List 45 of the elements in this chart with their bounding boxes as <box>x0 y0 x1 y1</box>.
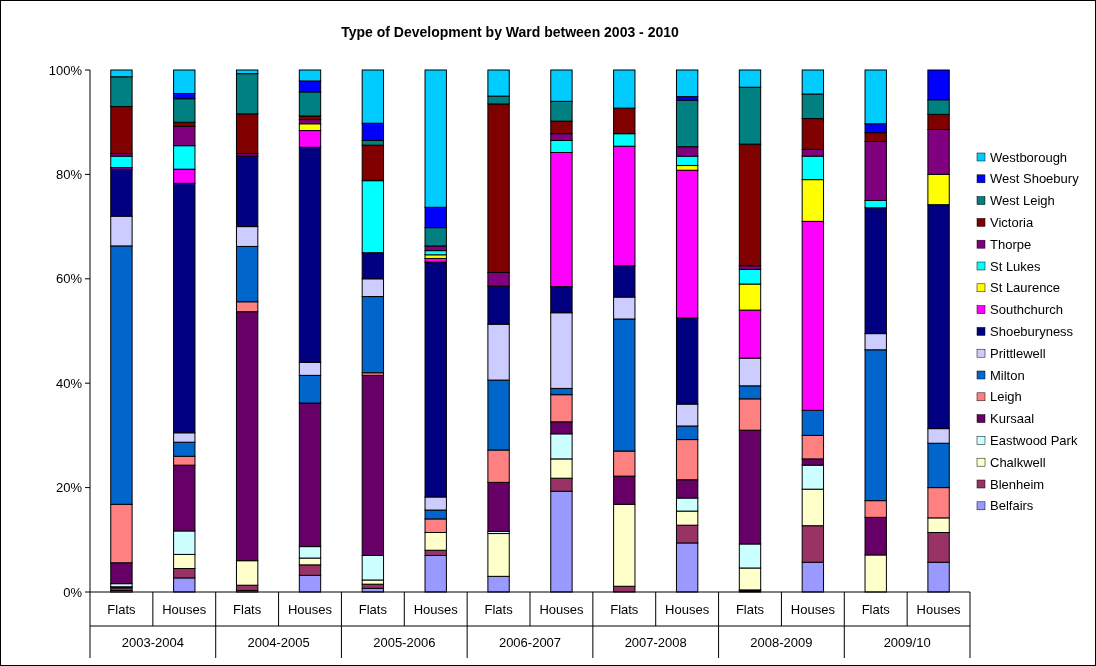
legend-label: St Lukes <box>990 258 1042 274</box>
x-tick-label: Flats <box>107 602 137 617</box>
legend-label: Chalkwell <box>990 454 1046 470</box>
x-tick-label: Houses <box>162 602 207 617</box>
x-tick-label: Houses <box>790 602 836 617</box>
y-tick-label: 100% <box>48 62 83 78</box>
text: 2009/10 <box>883 635 931 650</box>
legend-label: Leigh <box>990 389 1022 405</box>
x-tick-label: Flats <box>233 602 262 617</box>
legend-label: Blenheim <box>990 476 1045 492</box>
legend-label: Milton <box>990 367 1025 383</box>
x-tick-label: Flats <box>358 602 388 617</box>
legend-label: Southchurch <box>990 302 1063 318</box>
x-tick-label: Flats <box>861 602 891 617</box>
legend-label: Prittlewell <box>990 345 1046 361</box>
x-tick-label: Flats <box>735 602 765 617</box>
legend-label: Thorpe <box>990 236 1032 252</box>
text: 2004-2005 <box>247 635 310 650</box>
x-tick-label: Houses <box>287 602 333 617</box>
y-tick-label: 0% <box>63 584 83 600</box>
legend-label: Victoria <box>990 214 1034 230</box>
x-tick-label: Flats <box>484 602 514 617</box>
y-tick-label: 80% <box>55 166 83 182</box>
y-tick-label: 40% <box>55 375 83 391</box>
legend-label: West Leigh <box>990 193 1055 209</box>
legend-label: Shoeburyness <box>990 323 1074 339</box>
text: 2008-2009 <box>750 635 813 650</box>
y-tick-label: 60% <box>55 271 83 287</box>
x-tick-label: Houses <box>413 602 459 617</box>
legend-label: Eastwood Park <box>990 432 1078 448</box>
text: 2005-2006 <box>373 635 436 650</box>
legend-label: West Shoebury <box>990 171 1080 187</box>
legend-label: Belfairs <box>990 498 1034 514</box>
x-tick-label: Flats <box>610 602 639 617</box>
x-tick-label: Houses <box>665 602 710 617</box>
text: 2007-2008 <box>624 635 687 650</box>
chart-title: Type of Development by Ward between 2003 - 2010 <box>341 24 680 40</box>
x-tick-label: Houses <box>539 602 584 617</box>
legend-label: Kursaal <box>990 411 1035 427</box>
text: 2003-2004 <box>121 635 184 650</box>
y-tick-label: 20% <box>55 480 83 496</box>
legend-label: St Laurence <box>990 280 1061 296</box>
legend-label: Westborough <box>990 149 1068 165</box>
x-tick-label: Houses <box>916 602 962 617</box>
text: 2006-2007 <box>498 635 562 650</box>
